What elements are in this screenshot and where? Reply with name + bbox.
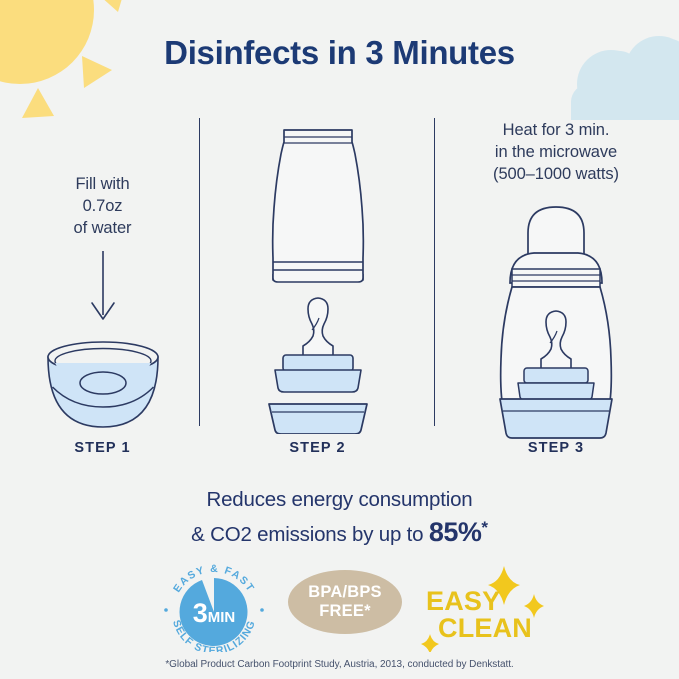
eco-claim: Reduces energy consumption & CO2 emissio… (0, 486, 679, 549)
page-title: Disinfects in 3 Minutes (164, 34, 515, 71)
eco-footnote-marker: * (481, 518, 488, 537)
step-2-label: STEP 2 (289, 440, 346, 456)
step-3-caption: Heat for 3 min. in the microwave (500–10… (493, 121, 619, 183)
bpa-line-2: FREE* (319, 602, 371, 620)
timer-value: 3 (193, 598, 208, 628)
easy-clean-badge: EASY CLEAN (420, 562, 552, 652)
eco-line-2-prefix: & CO2 emissions by up to (191, 522, 429, 546)
sparkle-icon (421, 566, 544, 652)
eco-line-1: Reduces energy consumption (206, 488, 473, 511)
step-1-caption: Fill with 0.7oz of water (73, 175, 132, 237)
bpa-free-badge: BPA/BPS FREE* (288, 570, 402, 634)
timer-badge-icon: 3MIN EASY & FAST SELF STERILIZING (158, 560, 270, 657)
step-2-column (205, 110, 430, 434)
disassembled-bottle-illustration (267, 129, 368, 434)
down-arrow-icon (90, 251, 115, 320)
assembled-bottle-illustration (499, 206, 613, 439)
eco-percentage: 85% (428, 516, 482, 547)
step-1-column: Fill with 0.7oz of water (10, 110, 195, 435)
svg-text:3MIN: 3MIN (193, 598, 236, 628)
easy-clean-line-2: CLEAN (438, 613, 532, 643)
timer-unit: MIN (208, 609, 236, 626)
divider-2 (434, 118, 435, 426)
eco-line-2: & CO2 emissions by up to 85%* (0, 514, 679, 549)
easy-clean-line-1: EASY (426, 586, 501, 616)
sun-icon (0, 0, 132, 128)
cloud-icon (559, 32, 679, 124)
water-bowl-illustration (46, 341, 159, 428)
step-3-column: Heat for 3 min. in the microwave (500–10… (440, 110, 672, 441)
footnote: *Global Product Carbon Footprint Study, … (165, 659, 514, 670)
divider-1 (199, 118, 200, 426)
step-3-label: STEP 3 (527, 440, 585, 456)
badge-row: 3MIN EASY & FAST SELF STERILIZING BPA/BP… (0, 560, 679, 657)
bpa-line-1: BPA/BPS (308, 583, 382, 601)
step-1-label: STEP 1 (74, 440, 131, 456)
